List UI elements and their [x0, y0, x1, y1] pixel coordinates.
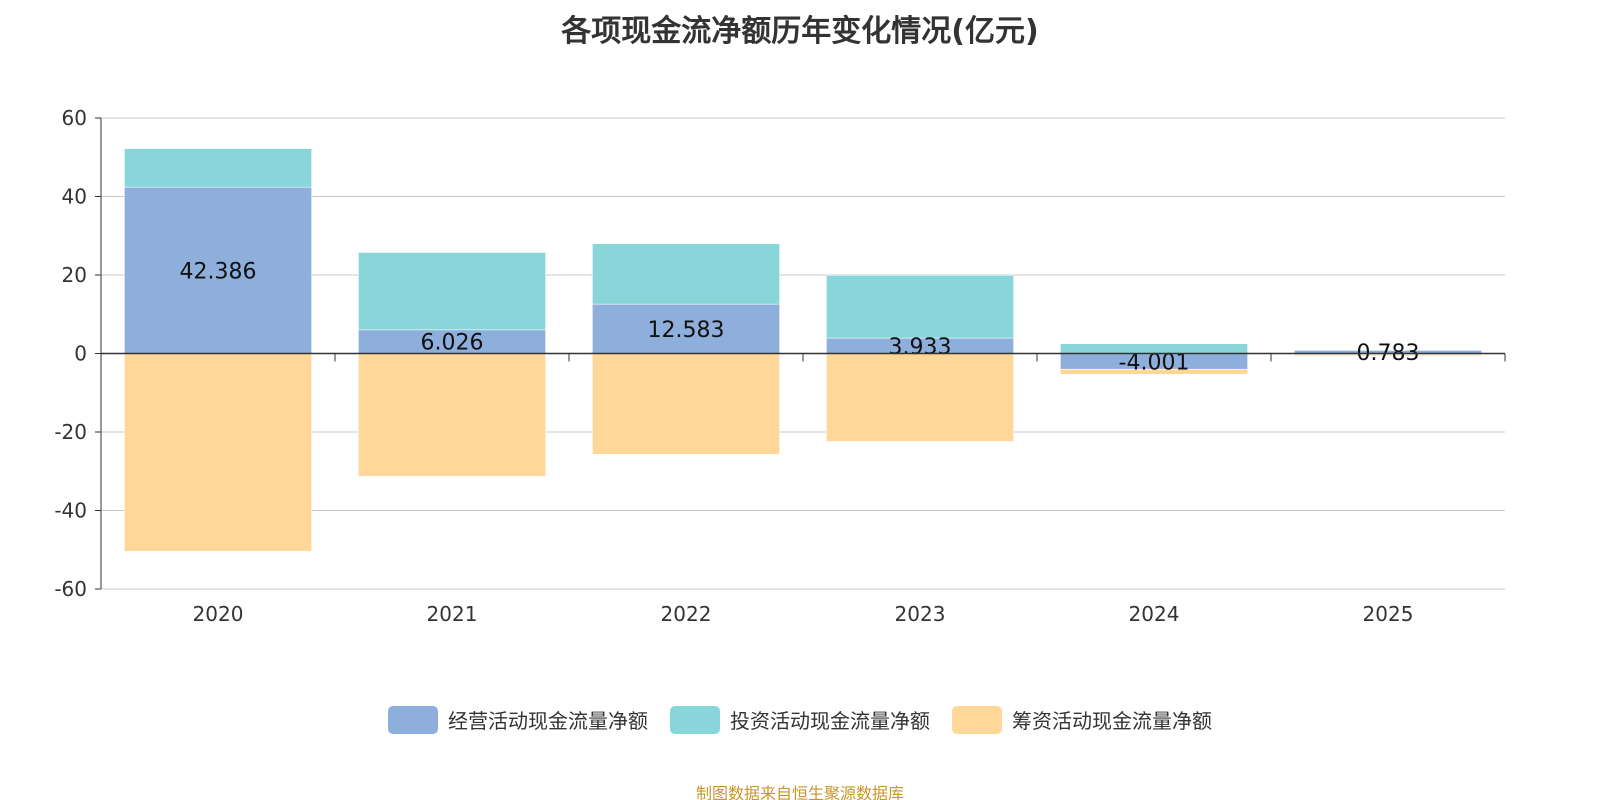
bar-2-2021 — [358, 353, 546, 477]
chart-title: 各项现金流净额历年变化情况(亿元) — [561, 14, 1039, 49]
bar-1-2020 — [124, 148, 312, 188]
data-label: 6.026 — [421, 331, 484, 356]
chart-plot: 60 40 20 0 -20 -40 -60 2020 2021 2022 2023 2024 2025… — [54, 106, 1506, 626]
y-tick-label: -20 — [54, 420, 87, 444]
bar-2-2023 — [826, 353, 1014, 442]
x-tick-label: 2020 — [193, 602, 244, 626]
x-tick-label: 2025 — [1363, 602, 1414, 626]
bar-0-2022 — [592, 303, 780, 354]
data-label: 3.933 — [889, 335, 952, 360]
y-tick-label: -60 — [54, 577, 87, 601]
bar-1-2022 — [592, 243, 780, 305]
bar-1-2021 — [358, 252, 546, 331]
legend-item-investing[interactable]: 投资活动现金流量净额 — [670, 705, 930, 734]
x-tick-label: 2022 — [661, 602, 712, 626]
bar-2-2025 — [1294, 354, 1482, 357]
y-tick-label: 60 — [62, 106, 87, 130]
source-note: 制图数据来自恒生聚源数据库 — [695, 784, 904, 800]
legend-label: 投资活动现金流量净额 — [730, 709, 930, 733]
y-tick-label: -40 — [54, 499, 87, 523]
legend-swatch — [670, 705, 720, 734]
legend-swatch — [388, 705, 438, 734]
x-tick-label: 2021 — [427, 602, 478, 626]
y-tick-label: 40 — [62, 185, 87, 209]
bar-1-2023 — [826, 275, 1014, 339]
bar-2-2024 — [1060, 368, 1248, 375]
bar-2-2020 — [124, 353, 312, 552]
x-tick-label: 2024 — [1129, 602, 1180, 626]
legend: 经营活动现金流量净额 投资活动现金流量净额 筹资活动现金流量净额 — [0, 705, 1600, 734]
bar-2-2022 — [592, 353, 780, 455]
data-label: 12.583 — [648, 318, 725, 343]
legend-label: 筹资活动现金流量净额 — [1012, 709, 1212, 733]
data-label: 42.386 — [180, 259, 257, 284]
legend-item-financing[interactable]: 筹资活动现金流量净额 — [952, 705, 1212, 734]
data-label: -4.001 — [1119, 350, 1190, 375]
x-tick-label: 2023 — [895, 602, 946, 626]
legend-label: 经营活动现金流量净额 — [448, 709, 648, 733]
y-tick-label: 0 — [74, 342, 87, 366]
legend-swatch — [952, 705, 1002, 734]
y-tick-label: 20 — [62, 263, 87, 287]
legend-item-operating[interactable]: 经营活动现金流量净额 — [388, 705, 648, 734]
bar-0-2020 — [124, 186, 312, 354]
